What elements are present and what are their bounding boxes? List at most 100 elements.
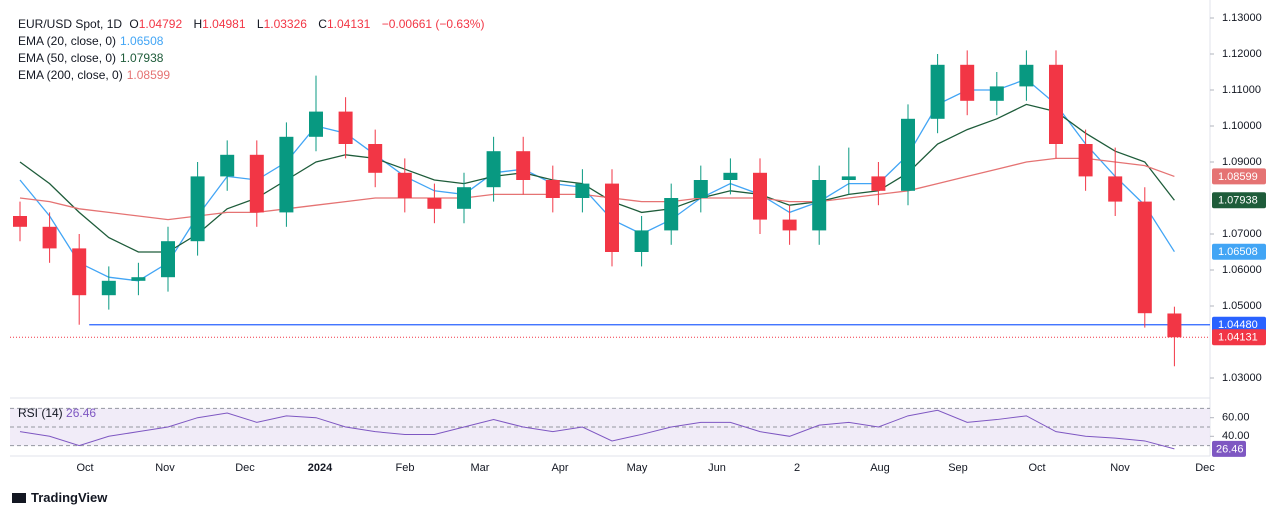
rsi-value: 26.46 [66,406,97,420]
price-badge [1212,243,1266,260]
candle-body [72,248,87,296]
candle-body [545,180,560,198]
rsi-badge [1212,440,1246,457]
price-badge [1212,192,1266,209]
candle-body [309,111,323,137]
candle-body [575,183,590,198]
price-badge [1212,329,1266,346]
candle-body [1108,176,1123,202]
ohlc-value: 1.04131 [326,17,371,31]
x-tick-label: Mar [471,462,490,474]
ohlc-label: C [318,17,327,31]
ema-line [19,103,1175,253]
price-badge-label: 1.08599 [1218,171,1258,183]
y-tick-label: 60.00 [1222,412,1250,424]
candle-body [841,176,856,180]
price-badge [1212,168,1266,185]
candle-body [723,172,738,180]
ema-legend-row: EMA (20, close, 0) 1.06508 [18,33,488,50]
x-tick-label: Feb [396,462,415,474]
ohlc: L1.03326 [257,17,311,31]
candle-body [605,183,619,252]
candle-body [279,136,294,213]
y-tick-label: 1.07000 [1222,228,1262,240]
candle-body [190,176,205,242]
candle-body [1137,201,1152,314]
x-tick-label: Dec [235,462,255,474]
candle-body [989,86,1004,101]
x-tick-label: 2024 [308,462,333,474]
rsi-badge-label: 26.46 [1216,443,1244,455]
candle-body [960,64,975,101]
candle-body [871,176,886,191]
rsi-legend: RSI (14) 26.46 [18,406,96,420]
change: −0.00661 (−0.63%) [381,17,485,31]
price-badge-label: 1.04480 [1218,319,1258,331]
candle-body [1019,64,1034,87]
price-badge-label: 1.06508 [1218,246,1258,258]
candle-body [397,172,412,198]
ema-value: 1.08599 [126,68,171,82]
legend: EUR/USD Spot, 1D O1.04792 H1.04981 L1.03… [18,16,488,84]
rsi-line [19,409,1175,450]
ema-line [19,157,1175,221]
candle-body [516,151,531,180]
ema-value: 1.07938 [120,51,164,65]
candle-body [486,151,501,188]
y-tick-label: 1.12000 [1222,48,1262,60]
candle-body [753,172,767,220]
candle-body [1167,313,1182,338]
ohlc-value: 1.03326 [263,17,307,31]
ema-name: EMA (50, close, 0) [18,51,117,65]
ohlc-value: 1.04981 [202,17,246,31]
candle-body [664,198,679,231]
y-tick-label: 1.11000 [1222,84,1261,96]
candle-body [693,180,708,198]
logo-icon [12,493,26,503]
ema-legend-row: EMA (200, close, 0) 1.08599 [18,67,488,84]
y-tick-label: 1.05000 [1222,300,1262,312]
ohlc-value: 1.04792 [138,17,183,31]
x-tick-label: 2 [794,462,800,474]
ohlc: H1.04981 [193,17,249,31]
x-tick-label: Apr [551,462,568,474]
x-tick-label: Oct [76,462,93,474]
y-tick-label: 1.06000 [1222,264,1262,276]
ohlc-label: O [129,17,139,31]
candle-body [368,144,383,173]
logo-text: TradingView [31,490,108,505]
candle-body [249,154,264,213]
x-tick-label: May [627,462,648,474]
candle-body [13,216,27,227]
candle-body [812,180,827,231]
candle-body [101,280,116,296]
y-tick-label: 1.09000 [1222,156,1262,168]
ema-rows: EMA (20, close, 0) 1.06508 EMA (50, close,… [18,33,488,84]
ema-line [19,78,1175,282]
x-tick-label: Aug [870,462,890,474]
x-tick-label: Dec [1195,462,1215,474]
y-tick-label: 40.00 [1222,430,1250,442]
candle-body [634,230,649,252]
ohlc: C1.04131 [318,17,374,31]
x-tick-label: Nov [155,462,175,474]
y-tick-label: 1.13000 [1222,12,1262,24]
price-pane: 1.13000 1.12000 1.11000 1.10000 1.09000 1.070… [10,12,1266,474]
candle-body [930,64,945,119]
candle-body [901,118,915,191]
candle-body [427,198,442,209]
price-badge-label: 1.04131 [1218,332,1258,344]
candle-body [457,187,471,209]
price-badge [1212,316,1266,333]
logo: TradingView [12,490,107,505]
ohlc-label: H [193,17,203,31]
ohlc: O1.04792 [129,17,186,31]
ema-name: EMA (200, close, 0) [18,68,123,82]
x-tick-label: Oct [1028,462,1045,474]
candle-body [131,277,146,281]
x-tick-label: Sep [948,462,968,474]
candle-body [220,154,235,177]
